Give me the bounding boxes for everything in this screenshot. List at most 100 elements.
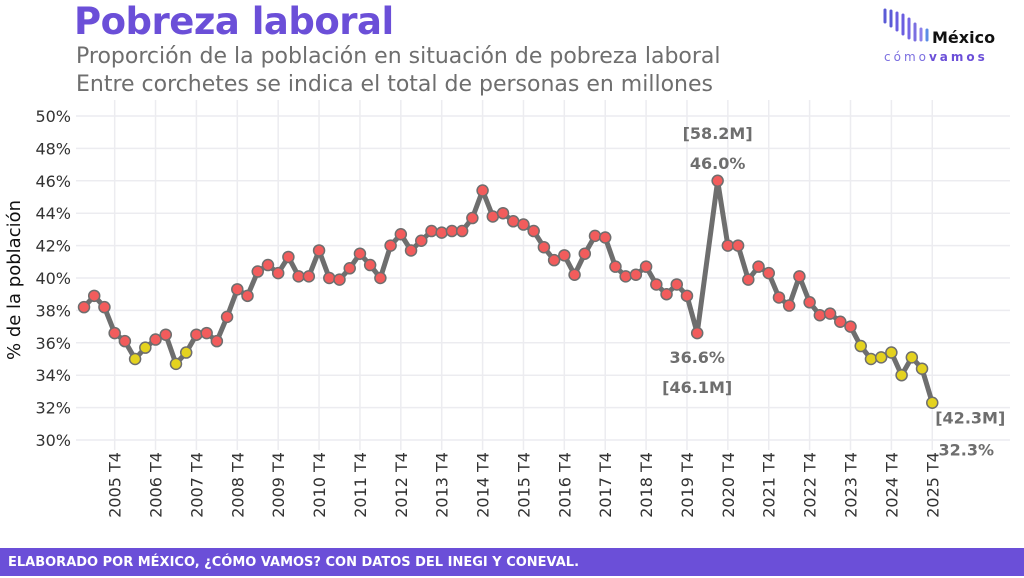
- data-point: [128, 352, 142, 366]
- x-tick-label: 2011 T4: [351, 452, 370, 518]
- y-tick-label: 46%: [35, 172, 71, 191]
- data-label: 32.3%: [939, 441, 995, 460]
- data-point: [742, 273, 755, 286]
- data-point: [77, 300, 91, 314]
- data-point: [629, 268, 643, 282]
- grid: [76, 100, 1010, 450]
- data-point: [282, 250, 295, 264]
- data-point: [558, 249, 571, 262]
- y-tick-label: 34%: [35, 366, 71, 385]
- data-label: 46.0%: [690, 154, 746, 173]
- data-point: [210, 334, 224, 348]
- data-point: [650, 278, 663, 291]
- data-point: [711, 174, 724, 188]
- data-point: [353, 247, 367, 260]
- data-point: [455, 224, 469, 238]
- data-point: [619, 270, 632, 283]
- y-tick-label: 50%: [35, 107, 71, 126]
- x-tick-label: 2020 T4: [719, 452, 738, 518]
- subtitle: Proporción de la población en situación …: [76, 44, 721, 69]
- data-point: [885, 346, 898, 359]
- data-point: [271, 266, 285, 280]
- data-point: [139, 341, 152, 354]
- x-tick-label: 2007 T4: [187, 452, 206, 518]
- x-tick-label: 2016 T4: [555, 452, 574, 518]
- x-tick-label: 2018 T4: [637, 452, 656, 518]
- data-label: [42.3M]: [935, 409, 1005, 428]
- data-point: [895, 368, 908, 382]
- data-point: [609, 260, 622, 273]
- data-point: [384, 239, 397, 252]
- logo-tag-vamos: vamos: [928, 50, 988, 64]
- data-point: [323, 271, 336, 285]
- data-point: [251, 265, 264, 278]
- logo-tagline: cómovamos: [884, 50, 988, 64]
- data-point: [844, 320, 857, 333]
- y-tick-label: 48%: [35, 139, 71, 158]
- x-tick-label: 2015 T4: [514, 452, 533, 518]
- data-point: [496, 206, 510, 220]
- data-point: [905, 351, 919, 364]
- data-point: [159, 328, 173, 341]
- data-point: [241, 289, 254, 303]
- data-point: [660, 287, 673, 301]
- data-point: [752, 260, 765, 273]
- x-axis: 2005 T4 2006 T4 2007 T4 2008 T4 2009 T4 2010 …: [106, 452, 943, 518]
- y-tick-label: 38%: [35, 301, 71, 320]
- data-point: [435, 226, 448, 239]
- data-point: [466, 211, 479, 225]
- x-tick-label: 2025 T4: [923, 452, 942, 518]
- data-point: [302, 270, 316, 283]
- x-tick-label: 2010 T4: [310, 452, 329, 518]
- data-point: [149, 333, 162, 346]
- data-point: [169, 357, 183, 371]
- data-point: [578, 247, 592, 260]
- data-point: [200, 326, 213, 340]
- data-point: [363, 258, 377, 272]
- data-point: [179, 346, 193, 359]
- y-tick-label: 36%: [35, 334, 71, 353]
- data-point: [568, 268, 581, 282]
- footer-credit: ELABORADO POR MÉXICO, ¿CÓMO VAMOS? CON D…: [0, 548, 1024, 576]
- data-point: [220, 310, 234, 324]
- x-tick-label: 2024 T4: [882, 452, 901, 518]
- x-tick-label: 2017 T4: [596, 452, 615, 518]
- data-point: [118, 334, 132, 348]
- data-point: [772, 291, 786, 304]
- y-tick-label: 44%: [35, 204, 71, 223]
- y-tick-label: 40%: [35, 269, 71, 288]
- data-point: [333, 273, 346, 286]
- data-label: [46.1M]: [662, 378, 732, 397]
- data-point: [98, 300, 111, 314]
- data-label: 36.6%: [669, 348, 725, 367]
- data-point: [680, 289, 694, 303]
- x-tick-label: 2008 T4: [228, 452, 247, 518]
- annotations: [58.2M] 46.0% 36.6% [46.1M] [42.3M] 32.3%: [662, 124, 1005, 460]
- y-tick-label: 42%: [35, 237, 71, 256]
- data-point: [231, 283, 244, 296]
- line-chart: 30% 32% 34% 36% 38% 40% 42% 44% 46% 48% 50% 2005 T…: [4, 100, 1010, 518]
- y-tick-label: 32%: [35, 399, 71, 418]
- data-point: [445, 224, 459, 238]
- x-tick-label: 2012 T4: [392, 452, 411, 518]
- data-point: [598, 231, 612, 244]
- x-tick-label: 2023 T4: [842, 452, 861, 518]
- data-label: [58.2M]: [683, 124, 753, 143]
- data-point: [670, 278, 684, 291]
- data-point: [823, 307, 837, 320]
- data-point: [721, 239, 735, 252]
- data-points: [77, 174, 939, 409]
- data-point: [486, 210, 500, 223]
- y-axis: 30% 32% 34% 36% 38% 40% 42% 44% 46% 48% 50%: [35, 107, 71, 450]
- data-point: [803, 296, 816, 309]
- data-point: [343, 262, 356, 275]
- data-point: [639, 260, 653, 273]
- data-point: [864, 352, 878, 366]
- data-point: [874, 351, 888, 364]
- x-tick-label: 2006 T4: [147, 452, 166, 518]
- data-point: [762, 266, 775, 280]
- data-point: [190, 328, 203, 341]
- data-point: [517, 218, 530, 231]
- data-point: [834, 315, 847, 328]
- data-point: [394, 228, 408, 241]
